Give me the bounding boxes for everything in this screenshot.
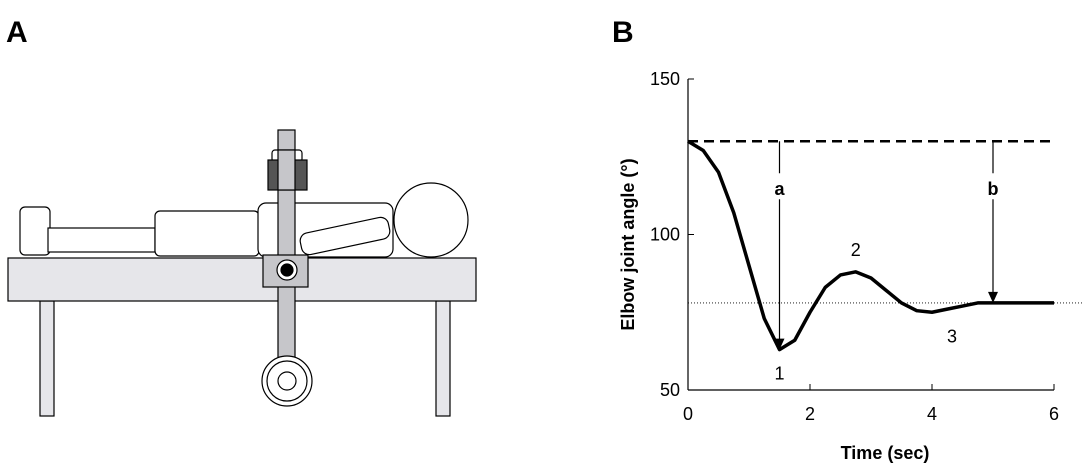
axle-center — [281, 264, 293, 276]
x-tick-label: 4 — [927, 404, 937, 424]
head — [394, 183, 468, 257]
panel-label: B — [612, 16, 634, 49]
point-label: 1 — [774, 364, 784, 384]
curve — [688, 141, 1054, 349]
table-top — [8, 258, 476, 301]
y-tick-label: 50 — [660, 380, 680, 400]
point-label: 2 — [851, 240, 861, 260]
table-leg — [40, 301, 54, 416]
x-tick-label: 6 — [1049, 404, 1059, 424]
point-label: 3 — [947, 326, 957, 346]
x-axis-label: Time (sec) — [841, 443, 930, 463]
pulley-hub — [278, 372, 296, 390]
y-tick-label: 100 — [650, 225, 680, 245]
arrow-label: b — [988, 179, 999, 199]
arrow-label: a — [774, 179, 785, 199]
figure: A B 50 100 150 0 2 4 6 Time (sec) Elbow joint an… — [0, 0, 1091, 464]
x-tick-label: 0 — [683, 404, 693, 424]
apparatus-diagram — [8, 130, 476, 416]
feet — [20, 207, 50, 255]
panel-label: A — [6, 16, 28, 49]
y-axis-label: Elbow joint angle (°) — [618, 158, 638, 330]
torso — [155, 211, 259, 256]
x-tick-label: 2 — [805, 404, 815, 424]
y-tick-label: 150 — [650, 69, 680, 89]
table-leg — [436, 301, 450, 416]
rod — [278, 150, 295, 190]
legs — [48, 228, 155, 252]
